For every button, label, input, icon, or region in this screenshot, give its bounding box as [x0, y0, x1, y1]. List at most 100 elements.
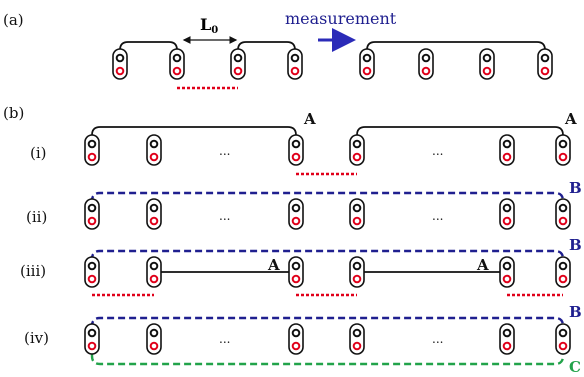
black-node — [87, 203, 97, 213]
red-node — [352, 341, 362, 351]
qubit-unit — [112, 48, 128, 80]
red-node — [87, 341, 97, 351]
ellipsis: ... — [219, 144, 230, 158]
link-label-a: A — [476, 256, 489, 274]
black-node — [115, 53, 125, 63]
red-node — [558, 274, 568, 284]
black-node — [149, 261, 159, 271]
panel-a-label: (a) — [3, 11, 24, 29]
red-node — [233, 66, 243, 76]
link-label-b: B — [569, 236, 582, 254]
link-label-a: A — [564, 110, 577, 128]
qubit-unit — [359, 48, 375, 80]
qubit-unit — [555, 134, 571, 166]
black-node — [502, 139, 512, 149]
ellipsis: ... — [432, 332, 443, 346]
red-node — [502, 152, 512, 162]
green-dashed-link — [90, 354, 565, 366]
qubit-unit — [84, 256, 100, 288]
red-node — [149, 341, 159, 351]
qubit-unit — [230, 48, 246, 80]
link-label-c: C — [569, 358, 581, 376]
qubit-unit — [349, 323, 365, 355]
red-node — [149, 216, 159, 226]
blue-dashed-link — [90, 316, 565, 327]
black-node — [291, 139, 301, 149]
black-node — [87, 139, 97, 149]
red-node — [149, 274, 159, 284]
red-node — [558, 152, 568, 162]
red-node — [291, 274, 301, 284]
red-node — [502, 216, 512, 226]
red-node — [87, 216, 97, 226]
qubit-unit — [555, 198, 571, 230]
qubit-unit — [84, 134, 100, 166]
black-node — [149, 328, 159, 338]
black-node — [172, 53, 182, 63]
qubit-unit — [349, 198, 365, 230]
black-node — [352, 203, 362, 213]
red-node — [290, 66, 300, 76]
black-node — [233, 53, 243, 63]
qubit-unit — [499, 256, 515, 288]
qubit-unit — [84, 198, 100, 230]
qubit-unit — [288, 198, 304, 230]
qubit-unit — [418, 48, 434, 80]
red-node — [558, 216, 568, 226]
black-node — [352, 328, 362, 338]
black-node — [482, 53, 492, 63]
qubit-unit — [288, 323, 304, 355]
black-node — [421, 53, 431, 63]
qubit-unit — [288, 134, 304, 166]
qubit-unit — [537, 48, 553, 80]
blue-dashed-link — [90, 191, 565, 202]
black-node — [502, 203, 512, 213]
red-node — [362, 66, 372, 76]
black-node — [87, 328, 97, 338]
red-node — [291, 341, 301, 351]
qubit-unit — [499, 323, 515, 355]
measurement-label: measurement — [285, 9, 397, 28]
qubit-unit — [146, 134, 162, 166]
black-node — [291, 328, 301, 338]
red-node — [540, 66, 550, 76]
black-node — [502, 328, 512, 338]
qubit-unit — [479, 48, 495, 80]
row-label-iii: (iii) — [20, 262, 46, 280]
row-label-iv: (iv) — [24, 329, 49, 347]
black-node — [291, 261, 301, 271]
black-node — [149, 203, 159, 213]
qubit-unit — [499, 198, 515, 230]
ellipsis: ... — [432, 144, 443, 158]
black-link — [91, 126, 297, 136]
qubit-unit — [146, 198, 162, 230]
qubit-unit — [555, 323, 571, 355]
black-link — [119, 41, 178, 51]
black-node — [290, 53, 300, 63]
red-node — [149, 152, 159, 162]
qubit-unit — [287, 48, 303, 80]
black-node — [558, 203, 568, 213]
qubit-unit — [169, 48, 185, 80]
red-node — [115, 66, 125, 76]
qubit-unit — [288, 256, 304, 288]
qubit-unit — [146, 323, 162, 355]
link-label-b: B — [569, 303, 582, 321]
ellipsis: ... — [432, 209, 443, 223]
black-link — [366, 41, 546, 51]
link-label-a: A — [303, 110, 316, 128]
panel-b-label: (b) — [3, 104, 24, 122]
black-node — [540, 53, 550, 63]
red-node — [352, 152, 362, 162]
black-node — [87, 261, 97, 271]
row-label-i: (i) — [30, 144, 47, 162]
link-label-b: B — [569, 179, 582, 197]
row-label-ii: (ii) — [26, 208, 47, 226]
red-node — [172, 66, 182, 76]
qubit-unit — [84, 323, 100, 355]
red-node — [502, 274, 512, 284]
red-node — [558, 341, 568, 351]
ellipsis: ... — [219, 209, 230, 223]
blue-dashed-link — [90, 249, 565, 260]
black-link — [356, 126, 564, 136]
